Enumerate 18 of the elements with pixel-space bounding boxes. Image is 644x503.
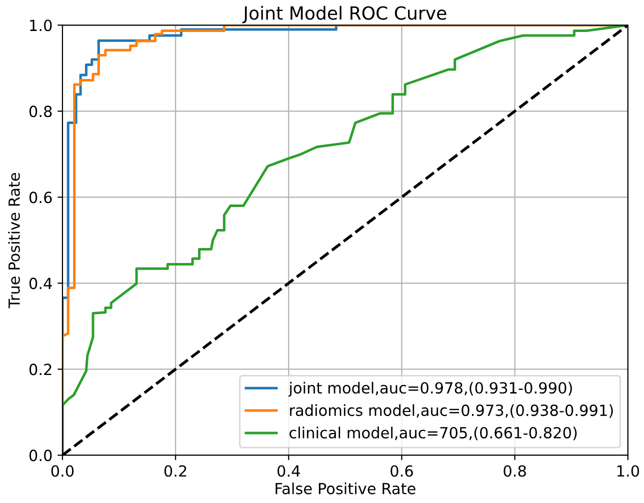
y-axis-title: True Positive Rate (8, 172, 20, 308)
x-tick-label: 0.8 (504, 465, 526, 477)
x-tick-label: 0.4 (278, 465, 300, 477)
x-axis-title: False Positive Rate (276, 482, 416, 494)
x-tick-label: 1.0 (617, 465, 640, 477)
legend-label: radiomics model,auc=0.973,(0.938-0.991) (290, 404, 613, 418)
x-tick-label: 0.2 (164, 465, 186, 477)
y-tick-label: 0.2 (29, 364, 52, 376)
y-tick-label: 0.4 (29, 278, 52, 290)
x-tick-label: 0.6 (390, 465, 413, 477)
chart-title: Joint Model ROC Curve (242, 6, 446, 24)
y-tick-label: 1.0 (30, 20, 52, 32)
y-tick-label: 0.8 (29, 106, 52, 118)
x-tick-label: 0.0 (51, 465, 74, 477)
y-tick-label: 0.6 (29, 192, 52, 204)
legend-label: joint model,auc=0.978,(0.931-0.990) (288, 382, 572, 397)
legend-label: clinical model,auc=705,(0.661-0.820) (290, 426, 577, 440)
y-tick-label: 0.0 (29, 450, 52, 462)
